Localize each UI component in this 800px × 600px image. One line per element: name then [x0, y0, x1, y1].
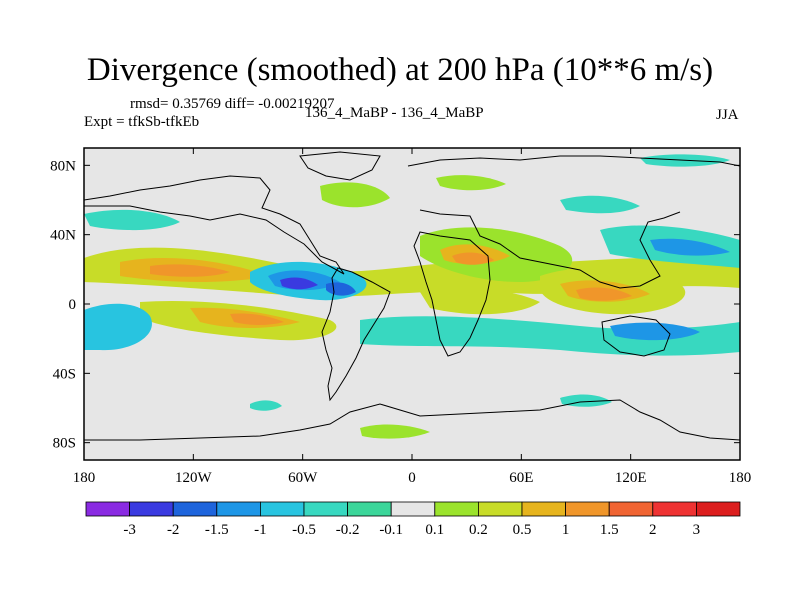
field-so-green: [360, 424, 430, 439]
field-so-teal-2: [250, 400, 282, 411]
colorbar-swatch: [129, 501, 174, 517]
field-band-strop-teal: [360, 316, 740, 356]
colorbar-label: 0.5: [513, 522, 532, 538]
field-mc-red: [576, 287, 632, 301]
y-tick-label: 80S: [53, 436, 76, 452]
x-tick-label: 120W: [175, 470, 213, 486]
colorbar-swatch: [390, 501, 436, 517]
y-tick-label: 40S: [53, 366, 76, 382]
colorbar-label: 2: [649, 522, 657, 538]
coast-greenland: [299, 151, 381, 181]
colorbar-swatch: [85, 501, 130, 517]
x-tick-label: 180: [73, 470, 96, 486]
field-africa-red: [452, 252, 494, 265]
colorbar-swatch: [521, 501, 566, 517]
coast-africa: [413, 231, 491, 357]
y-tick-label: 80N: [50, 158, 76, 174]
field-band-strop-cyan: [84, 303, 152, 351]
x-tick-label: 60E: [509, 470, 533, 486]
colorbar-label: 0.2: [469, 522, 488, 538]
colorbar-label: -0.1: [379, 522, 403, 538]
colorbar-swatch: [434, 501, 479, 517]
x-tick-label: 180: [729, 470, 752, 486]
colorbar-label: 3: [693, 522, 701, 538]
colorbar: -3 -2 -1.5 -1 -0.5 -0.2 -0.1 0.1 0.2 0.5 1 1.5 2 3: [85, 501, 741, 538]
field-nh-green: [320, 182, 390, 208]
colorbar-swatch: [259, 501, 305, 517]
y-axis: 80N 40N 0 40S 80S: [50, 158, 740, 452]
y-tick-label: 40N: [50, 228, 76, 244]
field-equ-africa-green: [420, 287, 540, 315]
experiment-id: Expt = tfkSb-tfkEb: [84, 114, 200, 130]
field-nh-teal: [84, 209, 180, 231]
field-eu-green: [436, 175, 506, 191]
coast-eurasia-africa: [407, 155, 740, 289]
coast-australia: [601, 315, 671, 357]
colorbar-swatch: [608, 501, 654, 517]
colorbar-label: 1: [562, 522, 570, 538]
coastlines: [84, 151, 740, 441]
map-title: Divergence (smoothed) at 200 hPa (10**6 …: [86, 52, 714, 88]
colorbar-label: -0.5: [292, 522, 316, 538]
coast-south-america: [321, 267, 391, 402]
colorbar-swatch: [216, 501, 261, 517]
colorbar-label: -0.2: [336, 522, 360, 538]
field-blob-blue-inner: [280, 277, 318, 290]
colorbar-swatch: [696, 501, 741, 517]
x-tick-label: 120E: [615, 470, 647, 486]
y-tick-label: 0: [69, 297, 77, 313]
colorbar-label: -2: [167, 522, 180, 538]
field-band-ntrop-red: [150, 264, 230, 277]
season-label: JJA: [716, 107, 739, 123]
colorbar-label: -3: [123, 522, 136, 538]
colorbar-label: 1.5: [600, 522, 619, 538]
colorbar-swatch: [303, 501, 348, 517]
colorbar-label: -1: [254, 522, 267, 538]
colorbar-swatch: [565, 501, 610, 517]
rmsd-diff-stats: rmsd= 0.35769 diff= -0.00219207: [130, 96, 335, 112]
field-band-ssub-red: [230, 313, 284, 325]
field-nh-teal-2: [560, 195, 640, 214]
colorbar-swatch: [477, 501, 523, 517]
experiment-name: 136_4_MaBP - 136_4_MaBP: [305, 105, 484, 121]
coast-antarctica: [84, 399, 740, 441]
x-axis: 180 120W 60W 0 60E 120E 180: [73, 148, 752, 486]
colorbar-swatch: [347, 501, 392, 517]
colorbar-swatch: [172, 501, 218, 517]
colorbar-label: 0.1: [425, 522, 444, 538]
x-tick-label: 60W: [288, 470, 318, 486]
divergence-field: [84, 154, 740, 439]
colorbar-label: -1.5: [205, 522, 229, 538]
coast-north-america: [84, 175, 345, 275]
field-band-strop-blue: [610, 322, 700, 341]
x-tick-label: 0: [408, 470, 416, 486]
colorbar-swatch: [652, 501, 697, 517]
field-asia-blue: [650, 238, 730, 256]
